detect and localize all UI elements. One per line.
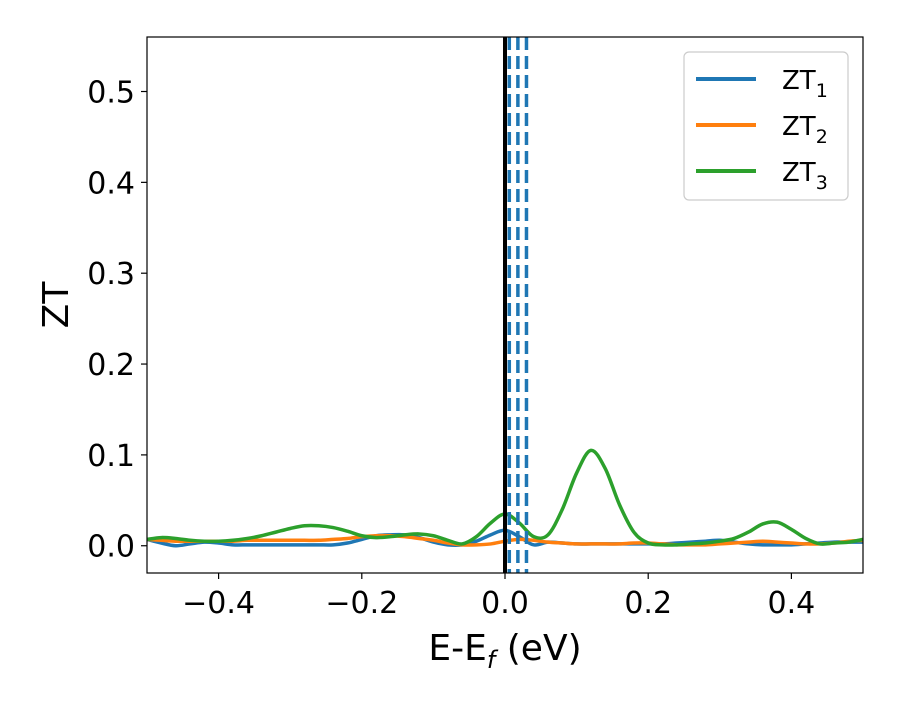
x-tick-label: −0.2 [325,586,398,621]
x-axis-label: E-Ef (eV) [428,628,581,674]
x-axis-ticks: −0.4 −0.2 0.0 0.2 0.4 [182,573,815,621]
legend-label: ZT1 [782,66,828,102]
legend-label: ZT3 [782,158,828,194]
x-tick-label: 0.4 [768,586,816,621]
y-axis-ticks: 0.0 0.1 0.2 0.3 0.4 0.5 [87,76,147,565]
legend-item-zt3: ZT3 [696,158,828,194]
y-tick-label: 0.0 [87,530,135,565]
legend-item-zt1: ZT1 [696,66,828,102]
y-tick-label: 0.4 [87,166,135,201]
x-tick-label: 0.2 [624,586,672,621]
x-axis-label-main: E-E [428,628,486,669]
legend-item-zt2: ZT2 [696,112,828,148]
legend-box [683,51,849,201]
plot-content [147,37,863,573]
x-tick-label: −0.4 [182,586,255,621]
y-tick-label: 0.3 [87,257,135,292]
legend-label: ZT2 [782,112,828,148]
x-tick-label: 0.0 [481,586,529,621]
y-tick-label: 0.2 [87,348,135,383]
y-axis-label: ZT [36,281,77,329]
y-tick-label: 0.1 [87,439,135,474]
x-axis-label-unit: (eV) [495,628,581,669]
legend: ZT1 ZT2 ZT3 [683,51,849,201]
y-tick-label: 0.5 [87,76,135,111]
